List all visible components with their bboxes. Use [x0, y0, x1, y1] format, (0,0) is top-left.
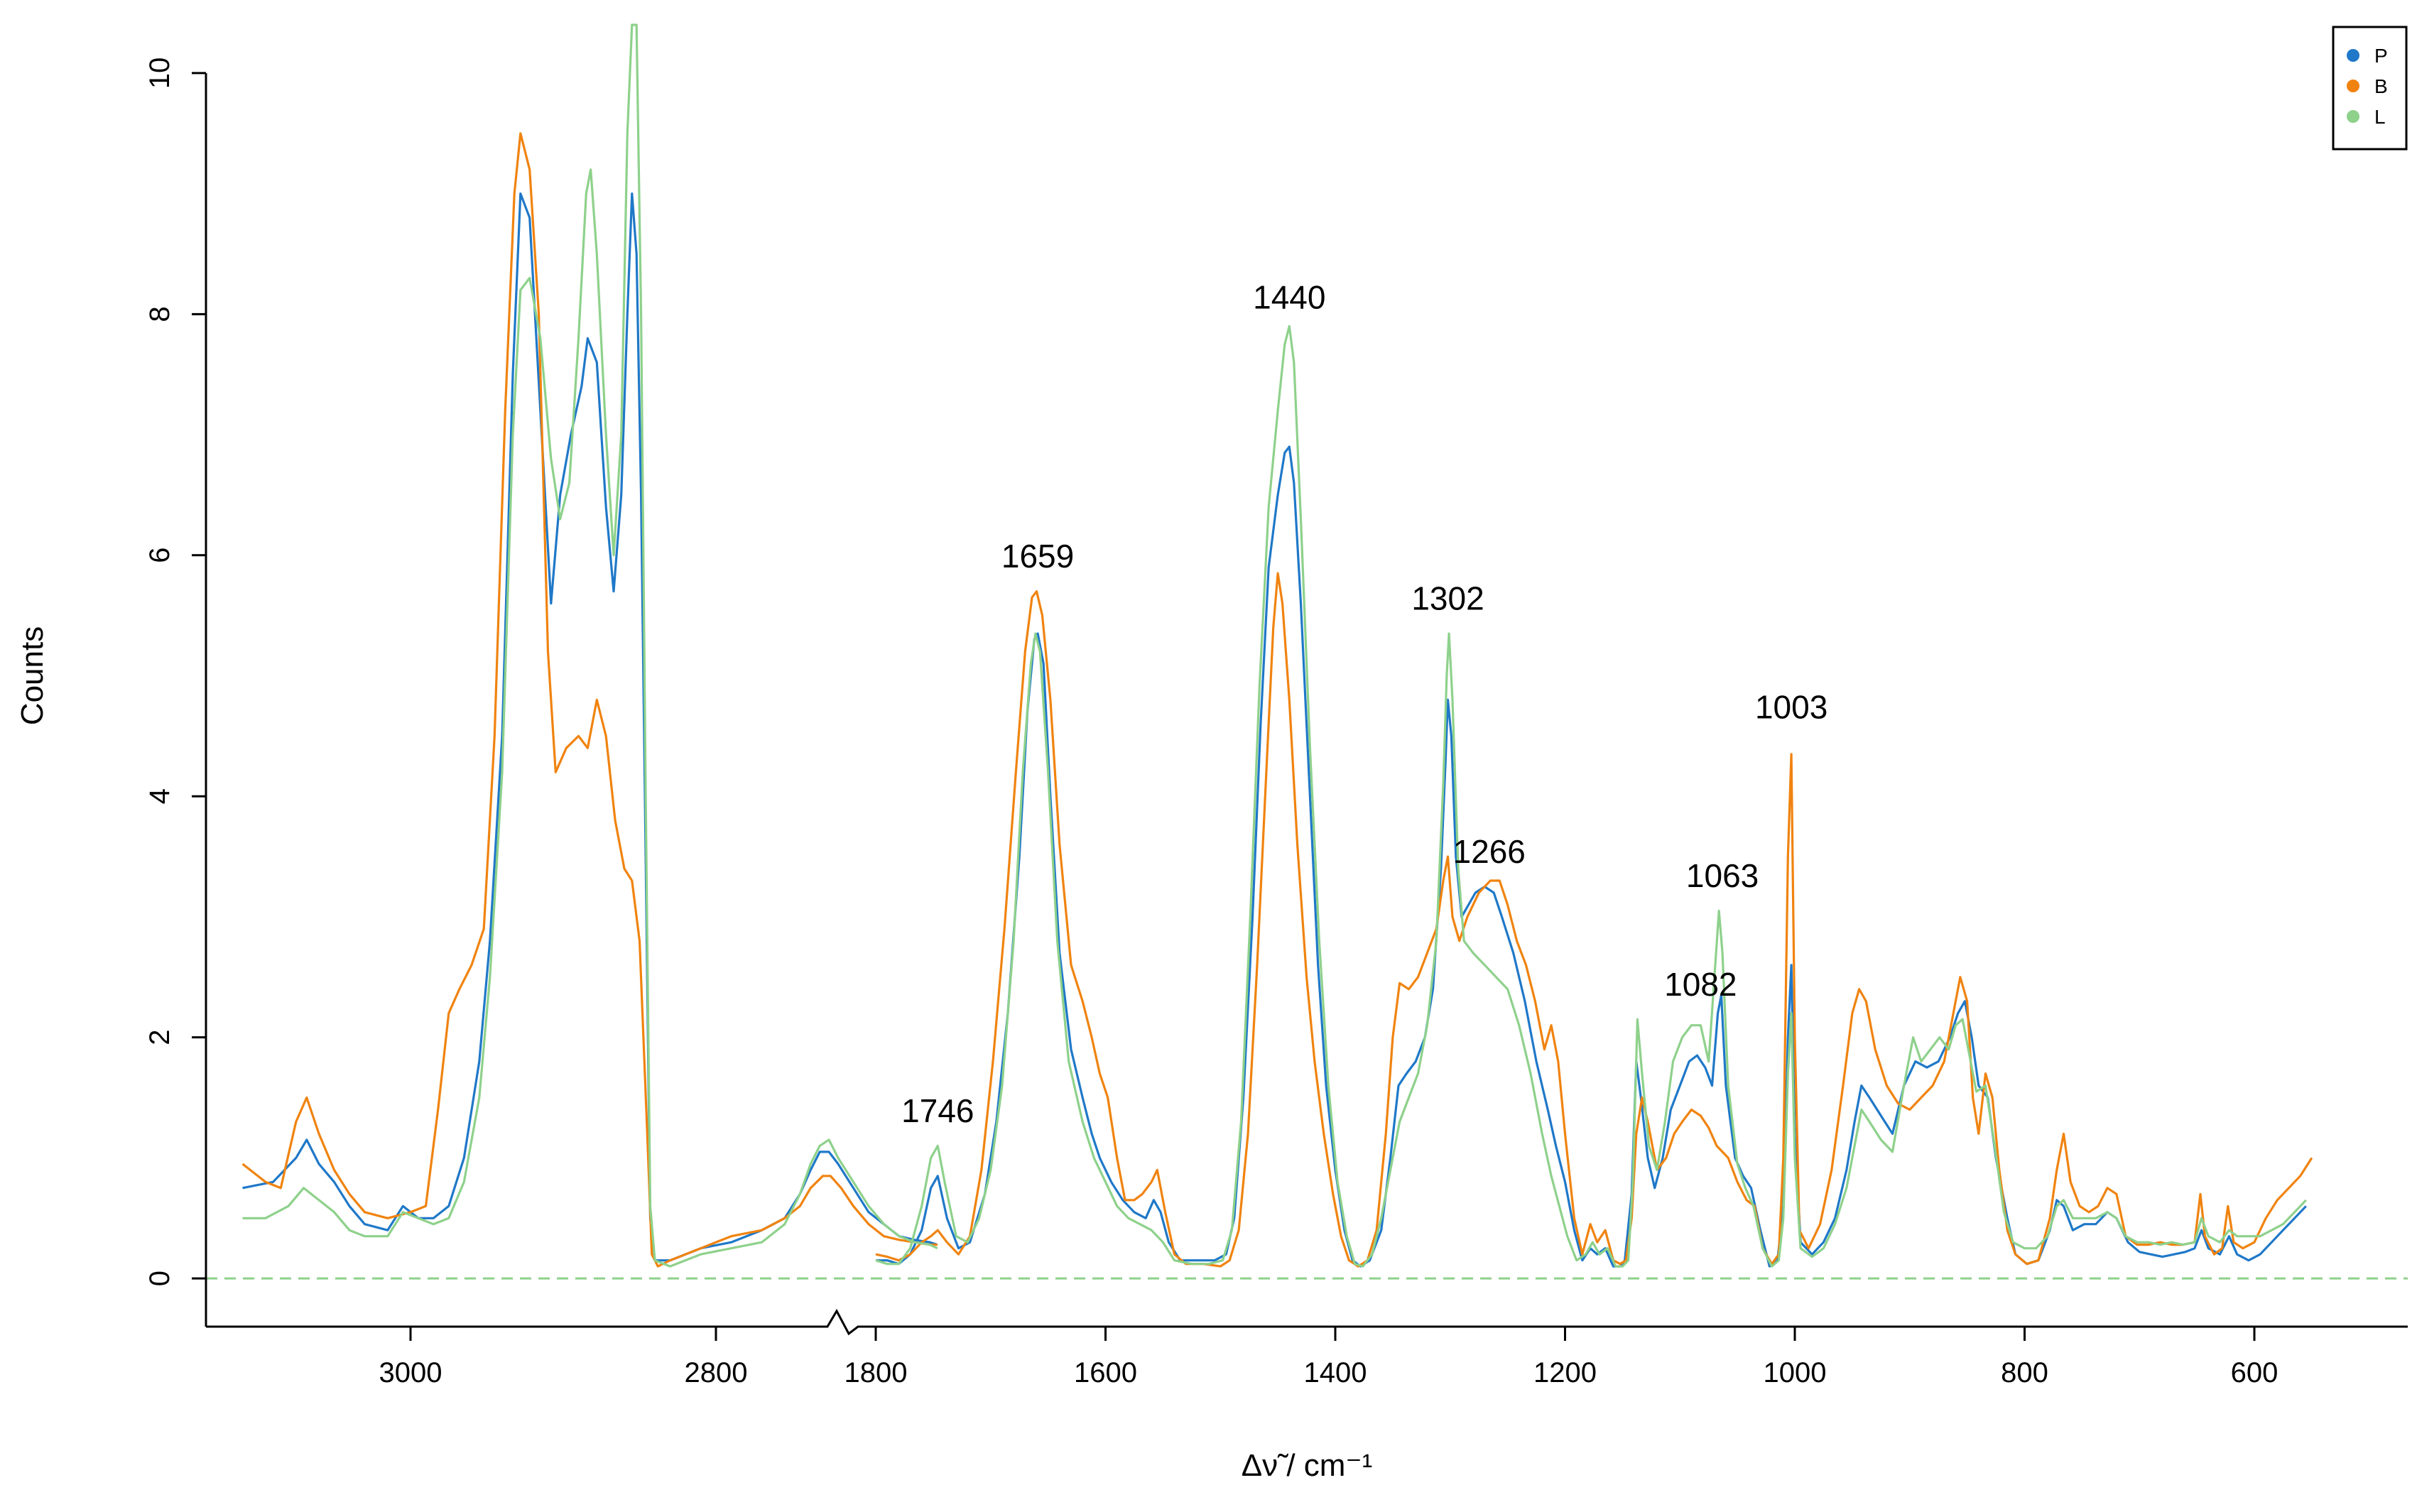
- series-line-b-high: [241, 132, 938, 1268]
- legend-label-p: P: [2374, 45, 2388, 67]
- x-tick-label: 3000: [379, 1357, 442, 1388]
- y-tick-label: 2: [144, 1030, 175, 1045]
- legend-marker-l: [2347, 110, 2359, 123]
- x-tick-label: 800: [2001, 1357, 2048, 1388]
- peak-label: 1266: [1453, 833, 1526, 870]
- peak-label: 1082: [1664, 966, 1737, 1003]
- y-tick-label: 4: [144, 788, 175, 804]
- x-tick-label: 1400: [1304, 1357, 1367, 1388]
- peak-label: 1440: [1253, 278, 1325, 315]
- x-tick-label: 1000: [1764, 1357, 1827, 1388]
- x-ticks: 3000 2800 1800 1600 1400 1200 1000 800 600: [379, 1327, 2279, 1388]
- legend-label-l: L: [2374, 106, 2386, 128]
- x-tick-label: 1200: [1533, 1357, 1597, 1388]
- series-line-l-high: [242, 23, 938, 1268]
- x-tick-label: 2800: [685, 1357, 748, 1388]
- y-ticks: 0 2 4 6 8 10: [144, 58, 206, 1286]
- legend-marker-b: [2347, 80, 2359, 92]
- series-line-p-high: [242, 192, 938, 1262]
- series-line-l-low: [875, 325, 2307, 1268]
- x-tick-label: 1800: [844, 1357, 908, 1388]
- series-layer: [241, 23, 2313, 1268]
- y-tick-label: 6: [144, 548, 175, 563]
- x-tick-label: 1600: [1074, 1357, 1137, 1388]
- peak-label: 1063: [1686, 857, 1759, 894]
- y-tick-label: 8: [144, 306, 175, 322]
- series-l: [242, 23, 2307, 1268]
- y-tick-label: 0: [144, 1271, 175, 1286]
- legend-label-b: B: [2374, 75, 2388, 97]
- peak-label: 1302: [1411, 580, 1484, 617]
- legend: PBL: [2332, 26, 2408, 151]
- legend-box: [2332, 26, 2408, 151]
- peak-labels: 1746 1659 1440 1302 1266 1082 1063 1003: [901, 278, 1827, 1129]
- legend-marker-p: [2347, 49, 2359, 62]
- y-axis-title: Counts: [15, 626, 50, 725]
- axes: [205, 72, 2408, 1336]
- x-tick-label: 600: [2231, 1357, 2279, 1388]
- peak-label: 1659: [1001, 538, 1074, 575]
- x-axis-title: Δν̃ / cm⁻¹: [1242, 1448, 1373, 1483]
- peak-label: 1746: [901, 1092, 974, 1129]
- peak-label: 1003: [1755, 688, 1827, 725]
- series-b: [241, 132, 2313, 1268]
- series-line-b-low: [875, 572, 2313, 1268]
- y-tick-label: 10: [144, 58, 175, 89]
- x-axis-line: [206, 1308, 2408, 1336]
